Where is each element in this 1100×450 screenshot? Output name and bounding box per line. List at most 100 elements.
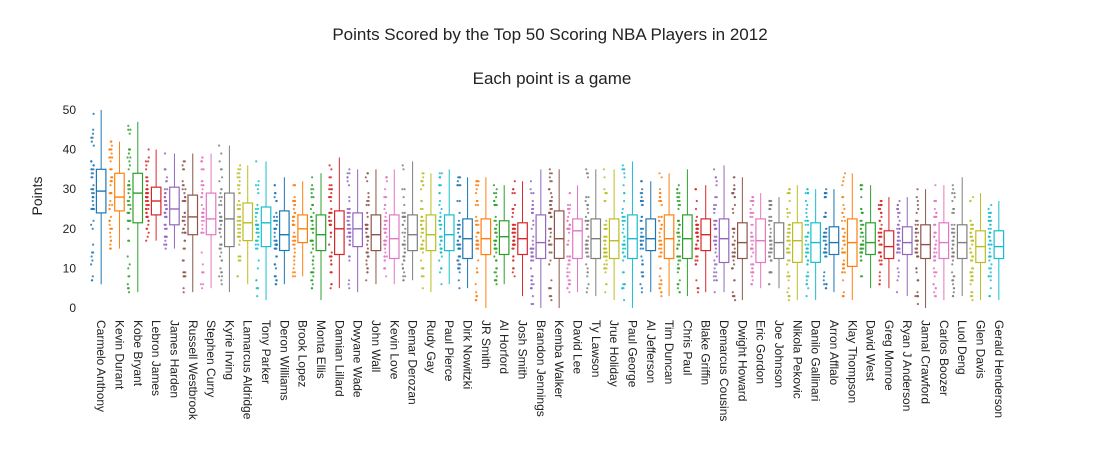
data-point bbox=[330, 184, 333, 187]
data-point bbox=[695, 215, 699, 218]
data-point bbox=[165, 207, 168, 211]
data-point bbox=[366, 239, 369, 242]
data-point bbox=[476, 247, 479, 250]
data-point bbox=[697, 247, 700, 250]
data-point bbox=[401, 267, 405, 270]
data-point bbox=[201, 227, 204, 230]
data-point bbox=[201, 188, 204, 191]
data-point bbox=[365, 279, 368, 282]
data-point bbox=[182, 160, 185, 163]
data-point bbox=[896, 239, 899, 242]
data-point bbox=[183, 271, 186, 274]
data-point bbox=[329, 199, 332, 203]
data-point bbox=[972, 196, 975, 199]
box-group bbox=[877, 197, 895, 289]
data-point bbox=[823, 231, 826, 234]
data-point bbox=[880, 215, 883, 218]
data-point bbox=[147, 223, 150, 226]
data-point bbox=[769, 227, 772, 230]
data-point bbox=[91, 227, 94, 230]
data-point bbox=[109, 148, 112, 151]
data-point bbox=[971, 271, 974, 274]
data-point bbox=[348, 215, 351, 218]
data-point bbox=[440, 283, 443, 286]
data-point bbox=[602, 239, 606, 242]
data-point bbox=[679, 255, 682, 258]
data-point bbox=[731, 251, 734, 254]
data-point bbox=[952, 255, 955, 258]
data-point bbox=[989, 279, 992, 282]
data-point bbox=[952, 188, 955, 191]
data-point bbox=[549, 203, 553, 207]
data-point bbox=[678, 235, 681, 238]
data-point bbox=[567, 215, 570, 218]
data-point bbox=[531, 239, 534, 242]
data-point bbox=[843, 172, 847, 175]
data-point bbox=[933, 235, 936, 238]
data-point bbox=[457, 247, 460, 250]
data-point bbox=[257, 184, 260, 187]
data-point bbox=[165, 243, 168, 246]
data-point bbox=[932, 283, 935, 286]
data-point bbox=[951, 199, 954, 203]
data-point bbox=[273, 192, 277, 195]
data-point bbox=[91, 136, 94, 139]
data-point bbox=[513, 235, 516, 238]
chart-title: Points Scored by the Top 50 Scoring NBA … bbox=[332, 25, 767, 44]
data-point bbox=[842, 180, 845, 183]
data-point bbox=[860, 211, 864, 214]
data-point bbox=[532, 219, 535, 222]
data-point bbox=[200, 219, 203, 222]
data-point bbox=[128, 164, 131, 167]
data-point bbox=[348, 199, 351, 203]
data-point bbox=[917, 231, 920, 234]
data-point bbox=[586, 271, 589, 274]
data-point bbox=[951, 227, 954, 230]
iqr-box bbox=[114, 172, 125, 212]
data-point bbox=[623, 215, 626, 218]
data-point bbox=[403, 251, 406, 254]
category-label: Stephen Curry bbox=[204, 320, 218, 397]
data-point bbox=[439, 215, 442, 218]
data-point bbox=[144, 160, 147, 163]
data-point bbox=[292, 199, 295, 203]
data-point bbox=[935, 239, 938, 242]
data-point bbox=[530, 287, 533, 290]
data-point bbox=[549, 231, 552, 234]
data-point bbox=[841, 271, 844, 274]
data-point bbox=[165, 176, 169, 179]
iqr-box bbox=[279, 210, 290, 252]
data-point bbox=[383, 243, 386, 246]
category-label: Joe Johnson bbox=[772, 320, 786, 388]
data-point bbox=[751, 279, 754, 282]
data-point bbox=[311, 227, 314, 230]
iqr-box bbox=[608, 218, 620, 260]
category-label: Ty Lawson bbox=[589, 320, 603, 377]
box-group bbox=[950, 177, 968, 298]
data-point bbox=[129, 203, 132, 207]
data-point bbox=[239, 168, 242, 171]
data-point bbox=[825, 255, 828, 258]
data-point bbox=[383, 203, 387, 207]
iqr-box bbox=[260, 206, 272, 248]
data-point bbox=[529, 188, 532, 191]
data-point bbox=[770, 247, 773, 250]
data-point bbox=[825, 231, 828, 234]
data-point bbox=[823, 283, 826, 286]
data-point bbox=[127, 227, 130, 230]
data-point bbox=[586, 239, 590, 242]
data-point bbox=[291, 239, 295, 242]
data-point bbox=[492, 184, 496, 187]
data-point bbox=[92, 243, 95, 246]
data-point bbox=[990, 203, 993, 207]
data-point bbox=[990, 243, 993, 246]
category-label: Nikola Pekovic bbox=[790, 320, 804, 399]
data-point bbox=[549, 287, 553, 290]
data-point bbox=[676, 188, 679, 191]
data-point bbox=[896, 227, 899, 230]
data-point bbox=[695, 279, 698, 282]
data-point bbox=[109, 160, 112, 163]
data-point bbox=[348, 239, 351, 242]
data-point bbox=[988, 251, 991, 254]
data-point bbox=[660, 215, 663, 218]
